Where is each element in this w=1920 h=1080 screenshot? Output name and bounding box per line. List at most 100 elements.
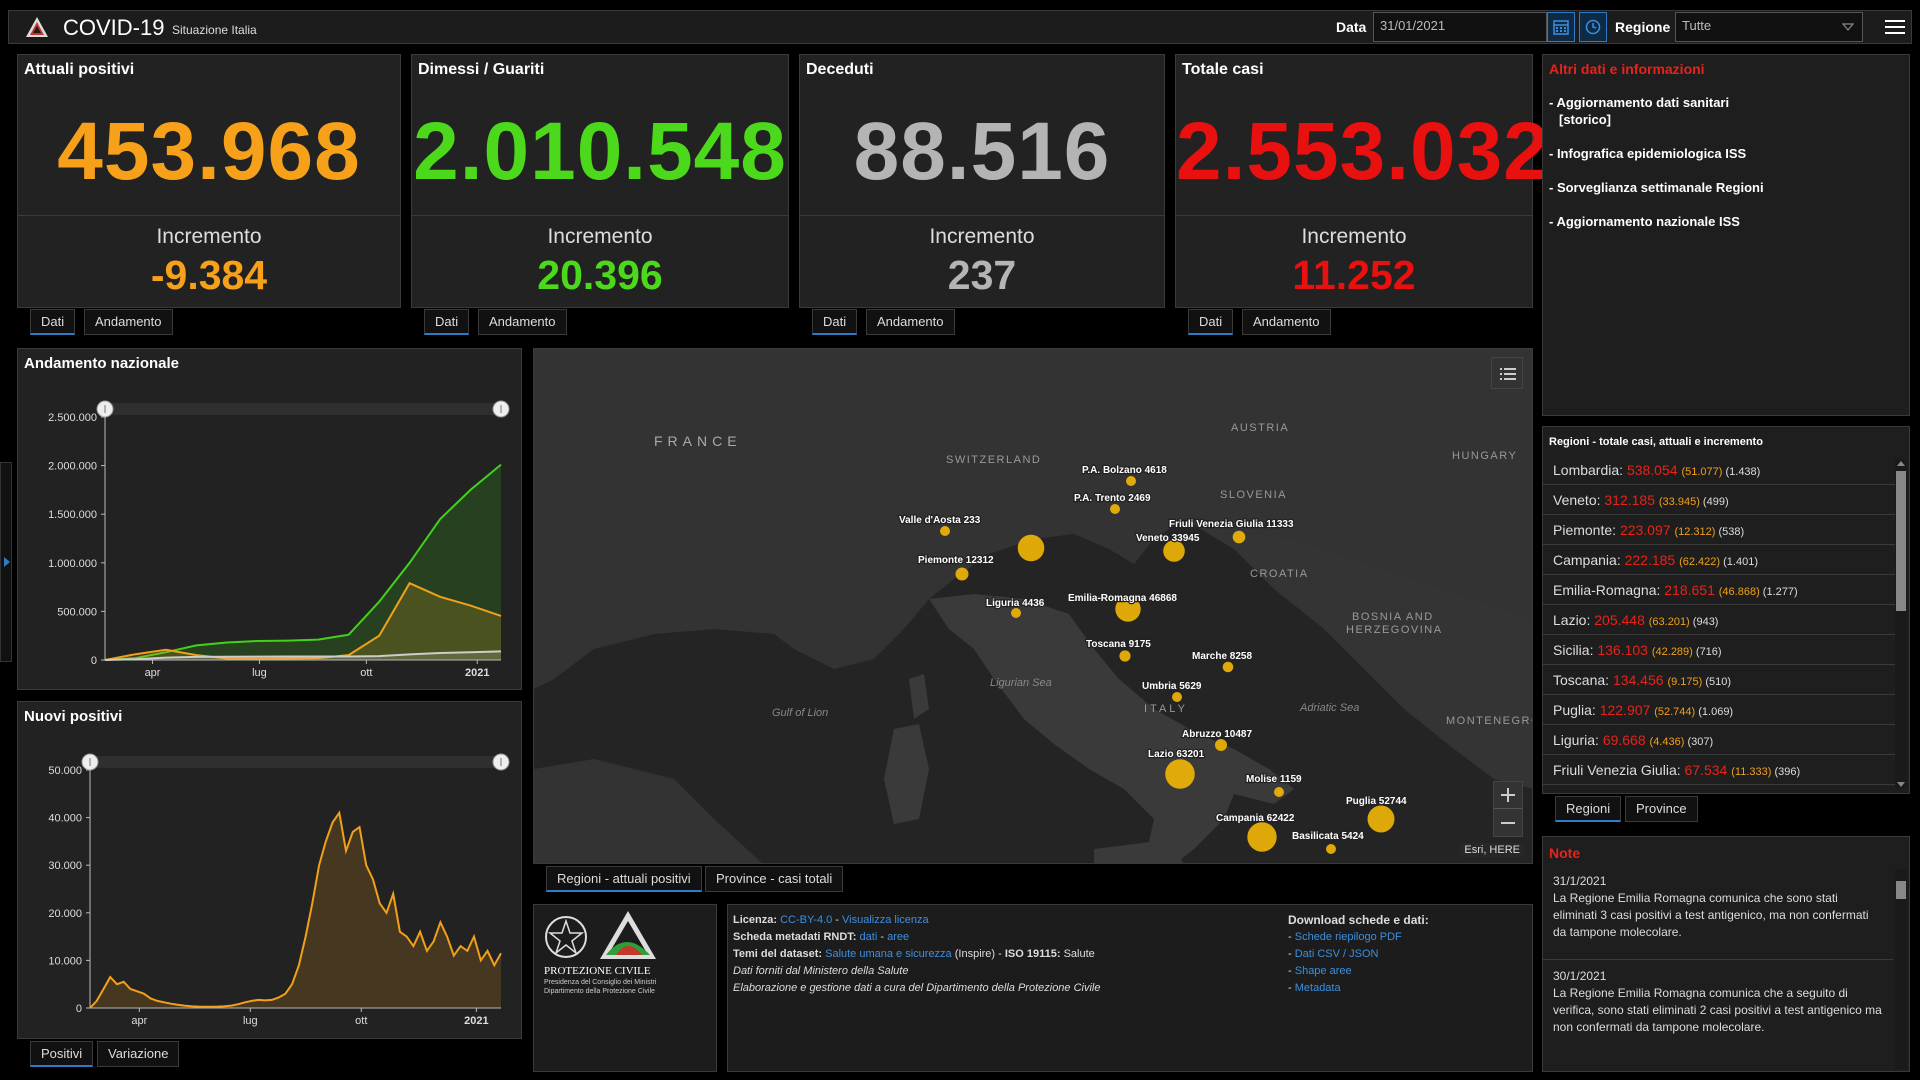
card-dimessi-guariti: Dimessi / Guariti 2.010.548 Incremento 2… [411,54,789,308]
tab-province[interactable]: Province [1625,796,1698,822]
downloads-title: Download schede e dati: [1288,913,1429,927]
region-total: 134.456 [1612,672,1668,688]
card-divider [1176,215,1532,216]
region-row[interactable]: Puglia: 122.907 (52.744) (1.069) [1543,695,1895,725]
time-button[interactable] [1579,12,1607,42]
card-increment-value: 237 [947,252,1017,298]
info-link-sorveglianza[interactable]: - Sorveglianza settimanale Regioni [1549,180,1764,195]
map-region-point[interactable] [1110,504,1120,514]
map-region-point[interactable] [1367,805,1395,833]
licenza-link-view[interactable]: Visualizza licenza [842,914,929,926]
side-panel-handle[interactable] [0,462,12,662]
map-region-point[interactable] [1011,608,1021,618]
scrollbar-thumb[interactable] [1896,881,1906,899]
clock-icon [1585,19,1601,35]
tab-dati-totale[interactable]: Dati [1188,309,1234,335]
info-link-infografica[interactable]: - Infografica epidemiologica ISS [1549,146,1747,161]
scroll-down-icon[interactable] [1897,782,1905,788]
map-region-point[interactable] [1017,534,1045,562]
rndt-link-dati[interactable]: dati [859,931,878,943]
info-link-storico[interactable]: [storico] [1559,112,1611,127]
zoom-out-button[interactable] [1494,810,1522,837]
tab-dati-deceduti[interactable]: Dati [812,309,858,335]
info-link-nazionale-iss[interactable]: - Aggiornamento nazionale ISS [1549,214,1740,229]
info-link-aggiornamento[interactable]: - Aggiornamento dati sanitari [1549,95,1730,110]
temi-link[interactable]: Salute umana e sicurezza [825,948,952,960]
map-region-point[interactable] [1247,822,1277,852]
x-tick-label: apr [145,667,161,679]
tab-regioni-attuali-positivi[interactable]: Regioni - attuali positivi [546,866,702,892]
footer-downloads: Download schede e dati: - Schede riepilo… [1288,913,1429,994]
download-pdf-link[interactable]: Schede riepilogo PDF [1294,931,1402,943]
download-csv-link[interactable]: Dati CSV / JSON [1294,948,1379,960]
region-row[interactable]: Emilia-Romagna: 218.651 (46.868) (1.277) [1543,575,1895,605]
tab-variazione[interactable]: Variazione [97,1041,180,1067]
map-point-label: Piemonte 12312 [918,555,994,566]
region-incremento: (307) [1684,736,1714,748]
map-legend-button[interactable] [1491,357,1523,389]
calendar-button[interactable] [1547,12,1575,42]
regions-scrollbar[interactable] [1895,459,1907,789]
tab-andamento-guariti[interactable]: Andamento [478,309,567,335]
map-region-point[interactable] [1115,596,1141,622]
map-svg[interactable]: FRANCE SWITZERLAND AUSTRIA HUNGARY SLOVE… [534,349,1533,864]
region-row[interactable]: Lazio: 205.448 (63.201) (943) [1543,605,1895,635]
tab-andamento-deceduti[interactable]: Andamento [866,309,955,335]
map-region-point[interactable] [1119,650,1131,662]
scrollbar-thumb[interactable] [1896,471,1906,611]
region-row[interactable]: Toscana: 134.456 (9.175) (510) [1543,665,1895,695]
tab-dati-attuali[interactable]: Dati [30,309,76,335]
download-shape-link[interactable]: Shape aree [1294,965,1352,977]
region-row[interactable]: Lombardia: 538.054 (51.077) (1.438) [1543,455,1895,485]
scroll-up-icon[interactable] [1897,460,1905,466]
tab-positivi[interactable]: Positivi [30,1041,94,1067]
region-row[interactable]: Sicilia: 136.103 (42.289) (716) [1543,635,1895,665]
date-input[interactable]: 31/01/2021 [1373,12,1547,42]
zoom-in-button[interactable] [1494,782,1522,809]
x-tick-label: ott [355,1015,367,1027]
map-region-point[interactable] [1126,476,1136,486]
menu-icon[interactable] [1885,19,1905,35]
tab-province-casi-totali[interactable]: Province - casi totali [705,866,844,892]
tab-regioni[interactable]: Regioni [1555,796,1622,822]
licenza-link-cc[interactable]: CC-BY-4.0 [780,914,833,926]
regions-title: Regioni - totale casi, attuali e increme… [1549,436,1763,448]
region-row[interactable]: Friuli Venezia Giulia: 67.534 (11.333) (… [1543,755,1895,785]
tab-andamento-attuali[interactable]: Andamento [84,309,173,335]
land-sicily [1094,839,1184,863]
range-slider-track[interactable] [105,403,501,415]
region-row[interactable]: Liguria: 69.668 (4.436) (307) [1543,725,1895,755]
chart-andamento-nazionale: Andamento nazionale 2.500.000 2.000.000 1.… [17,348,522,690]
x-tick-label: apr [131,1015,147,1027]
series-line [104,581,502,661]
map-region-point[interactable] [1163,540,1185,562]
map-point-label: Friuli Venezia Giulia 11333 [1169,519,1294,530]
y-tick-label: 20.000 [48,908,82,920]
footer-logo-sub2: Dipartimento della Protezione Civile [544,988,655,995]
card-divider [18,215,400,216]
map-region-point[interactable] [1326,844,1336,854]
region-select[interactable]: Tutte [1675,12,1863,42]
footer-logo-title: PROTEZIONE CIVILE [544,965,651,977]
region-name: Veneto: [1553,492,1605,508]
rndt-link-aree[interactable]: aree [887,931,910,943]
map-region-point[interactable] [1172,692,1182,702]
range-slider-track[interactable] [90,756,501,768]
notes-scrollbar[interactable] [1895,869,1907,1069]
region-row[interactable]: Campania: 222.185 (62.422) (1.401) [1543,545,1895,575]
region-row[interactable]: Piemonte: 223.097 (12.312) (538) [1543,515,1895,545]
map-region-point[interactable] [1215,739,1227,751]
map-region-point[interactable] [1165,759,1195,789]
map-region-point[interactable] [1222,661,1234,673]
map-label-bosnia: BOSNIA AND [1352,611,1434,623]
map-region-point[interactable] [1232,530,1246,544]
download-metadata-link[interactable]: Metadata [1294,982,1341,994]
map-region-point[interactable] [940,526,950,536]
tab-andamento-totale[interactable]: Andamento [1242,309,1331,335]
map-panel[interactable]: FRANCE SWITZERLAND AUSTRIA HUNGARY SLOVE… [533,348,1533,864]
map-region-point[interactable] [1274,787,1284,797]
region-row[interactable]: Veneto: 312.185 (33.945) (499) [1543,485,1895,515]
map-region-point[interactable] [955,567,969,581]
regions-panel: Regioni - totale casi, attuali e increme… [1542,426,1910,794]
tab-dati-guariti[interactable]: Dati [424,309,470,335]
